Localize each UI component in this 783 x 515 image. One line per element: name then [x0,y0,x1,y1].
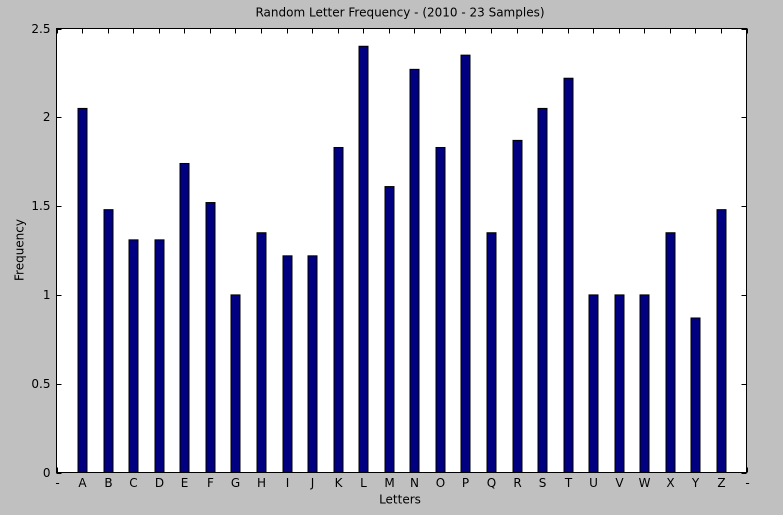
x-tick-label: P [462,476,469,490]
x-tick-label: S [539,476,547,490]
x-tick-label: I [286,476,290,490]
x-tick-label: E [181,476,189,490]
bar [614,294,625,473]
x-tick-label: Q [487,476,496,490]
x-tick-label: J [310,476,315,490]
x-tick-label: Z [717,476,725,490]
bar [460,54,471,473]
x-tick-label: V [615,476,624,490]
bar [333,146,344,473]
bar [103,209,114,473]
x-tick-label: O [436,476,445,490]
bar [205,202,216,473]
y-tick-label: 2 [43,110,51,124]
x-tick-label: - [55,476,59,490]
x-tick-label: C [129,476,137,490]
bar [256,232,267,473]
x-tick-label: A [78,476,87,490]
y-tick-label: 2.5 [31,22,50,36]
bar [716,209,727,473]
bar [128,239,139,473]
bar [486,232,497,473]
bar [665,232,676,473]
bar [409,68,420,474]
plot-area [56,28,747,473]
bar [179,162,190,473]
bar [154,239,165,473]
bar [537,107,548,473]
x-tick-label: X [666,476,674,490]
x-tick-label: W [639,476,651,490]
x-tick-label: N [410,476,419,490]
x-tick-label: M [384,476,394,490]
x-tick-label: R [513,476,521,490]
y-tick-label: 1 [43,288,51,302]
y-tick-label: 1.5 [31,199,50,213]
bar [690,317,701,473]
x-tick-label: G [231,476,240,490]
x-tick-label: U [589,476,598,490]
bar [588,294,599,473]
x-axis-label: Letters [379,493,421,507]
x-tick-label: L [360,476,367,490]
bar [307,255,318,473]
x-tick-label: D [155,476,164,490]
chart-title: Random Letter Frequency - (2010 - 23 Sam… [255,6,544,20]
bar [282,255,293,473]
x-tick-label: F [207,476,214,490]
y-tick-label: 0 [43,466,51,480]
y-axis-label: Frequency [13,219,27,281]
x-tick-label: B [104,476,112,490]
x-tick-label: T [564,476,573,490]
x-tick-label: - [745,476,749,490]
x-tick-label: H [257,476,266,490]
bar [639,294,650,473]
y-tick-label: 0.5 [31,377,50,391]
bar [77,107,88,473]
bar [512,139,523,473]
bar [384,186,395,473]
x-tick-label: K [335,476,344,490]
bar [230,294,241,473]
x-tick-label: Y [691,476,700,490]
bar [358,45,369,473]
bar [435,146,446,473]
bar [563,77,574,473]
